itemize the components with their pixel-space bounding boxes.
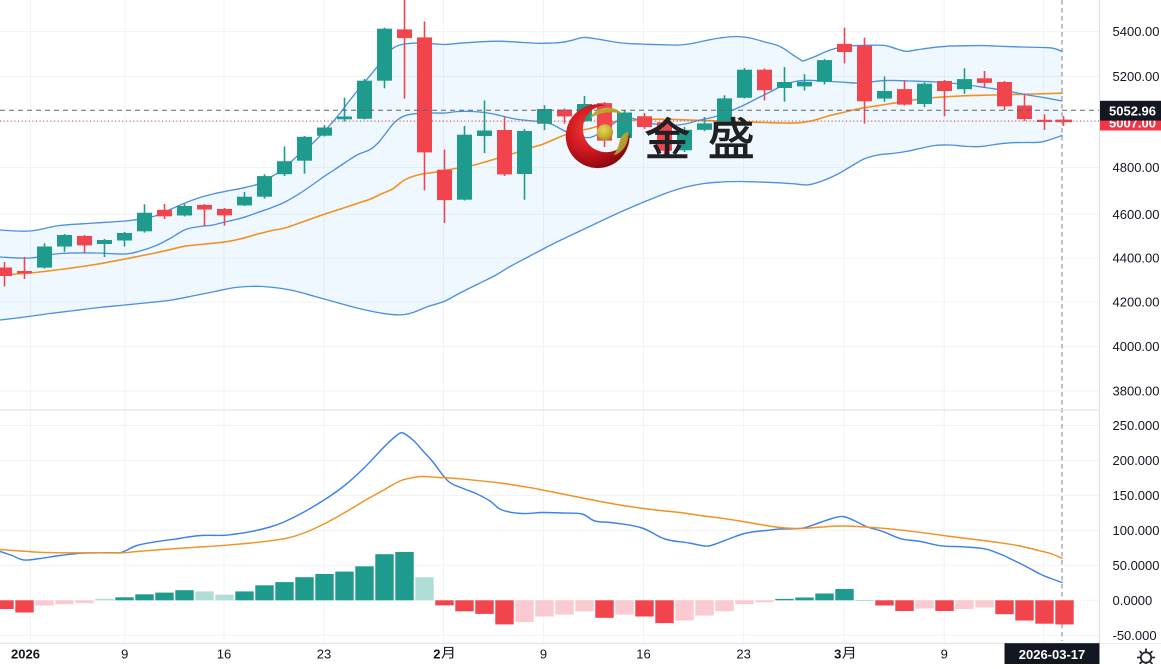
svg-text:5400.00: 5400.00 [1113,24,1160,39]
svg-text:4200.00: 4200.00 [1113,295,1160,310]
svg-text:16: 16 [217,647,231,662]
svg-text:250.000: 250.000 [1113,418,1160,433]
svg-text:9: 9 [540,647,547,662]
svg-text:3800.00: 3800.00 [1113,384,1160,399]
svg-text:23: 23 [736,647,750,662]
svg-text:3: 3 [834,647,841,662]
svg-text:200.000: 200.000 [1113,453,1160,468]
svg-text:4000.00: 4000.00 [1113,339,1160,354]
svg-text:150.000: 150.000 [1113,488,1160,503]
svg-text:4800.00: 4800.00 [1113,160,1160,175]
svg-text:5052.96: 5052.96 [1109,104,1156,119]
svg-text:5200.00: 5200.00 [1113,69,1160,84]
svg-text:9: 9 [941,647,948,662]
svg-text:2026-03-17: 2026-03-17 [1019,647,1086,662]
svg-text:2026: 2026 [11,647,40,662]
svg-text:100.000: 100.000 [1113,523,1160,538]
svg-text:23: 23 [317,647,331,662]
svg-text:4600.00: 4600.00 [1113,207,1160,222]
svg-text:2: 2 [433,647,440,662]
svg-text:0.0000: 0.0000 [1113,593,1153,608]
svg-text:9: 9 [121,647,128,662]
svg-text:16: 16 [636,647,650,662]
svg-text:4400.00: 4400.00 [1113,251,1160,266]
svg-text:-50.000: -50.000 [1113,628,1157,643]
svg-text:50.0000: 50.0000 [1113,558,1160,573]
